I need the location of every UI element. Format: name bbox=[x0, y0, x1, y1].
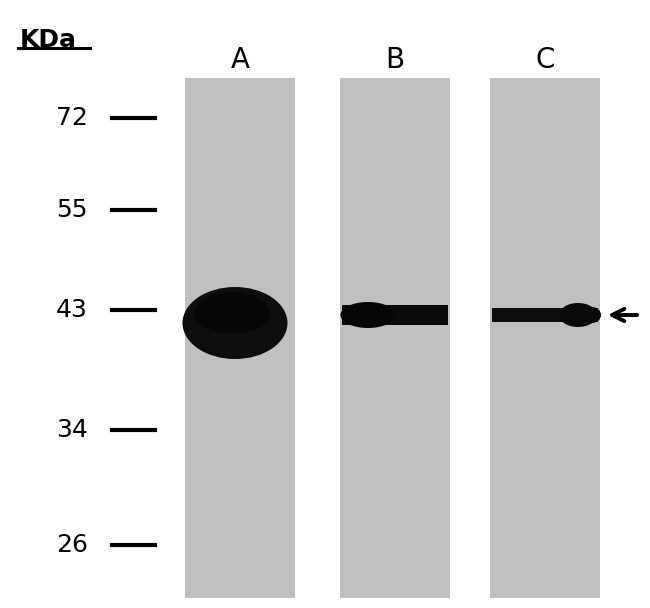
Text: KDa: KDa bbox=[20, 28, 77, 52]
Text: 26: 26 bbox=[56, 533, 88, 557]
Bar bbox=[490, 78, 600, 598]
Text: 34: 34 bbox=[56, 418, 88, 442]
Ellipse shape bbox=[341, 302, 395, 328]
Text: 43: 43 bbox=[56, 298, 88, 322]
Ellipse shape bbox=[183, 287, 287, 359]
Text: A: A bbox=[231, 46, 250, 74]
Ellipse shape bbox=[583, 307, 601, 323]
Text: B: B bbox=[385, 46, 404, 74]
Text: C: C bbox=[536, 46, 554, 74]
Ellipse shape bbox=[194, 292, 270, 334]
Bar bbox=[492, 308, 598, 322]
Bar bbox=[340, 78, 450, 598]
Bar bbox=[342, 305, 448, 325]
Ellipse shape bbox=[559, 303, 597, 327]
Text: 55: 55 bbox=[57, 198, 88, 222]
Ellipse shape bbox=[205, 329, 265, 357]
Text: 72: 72 bbox=[56, 106, 88, 130]
Bar bbox=[185, 78, 295, 598]
